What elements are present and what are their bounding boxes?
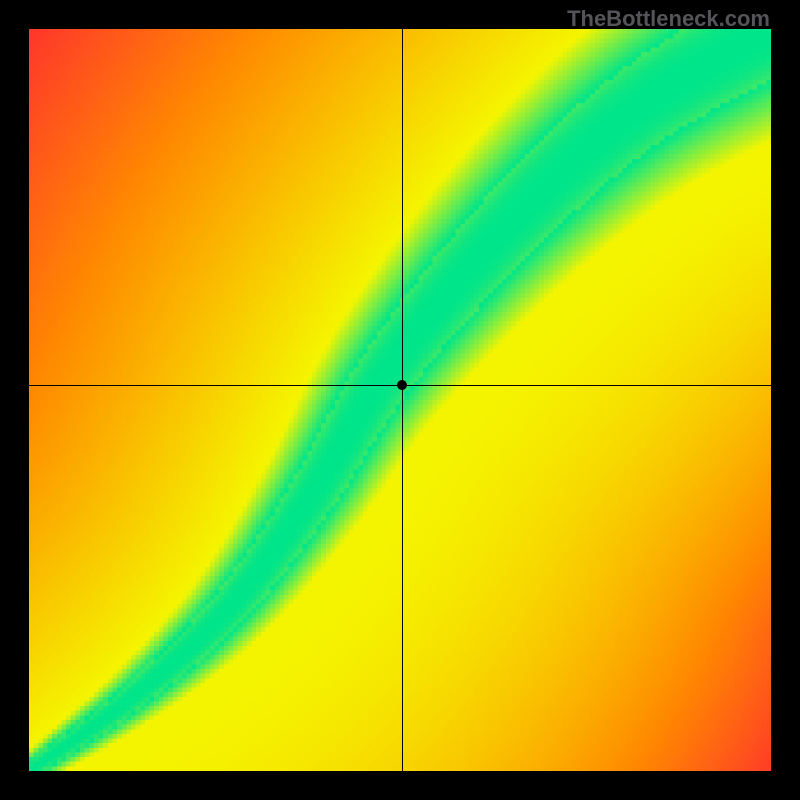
heatmap-canvas bbox=[29, 29, 771, 771]
chart-container: TheBottleneck.com bbox=[0, 0, 800, 800]
